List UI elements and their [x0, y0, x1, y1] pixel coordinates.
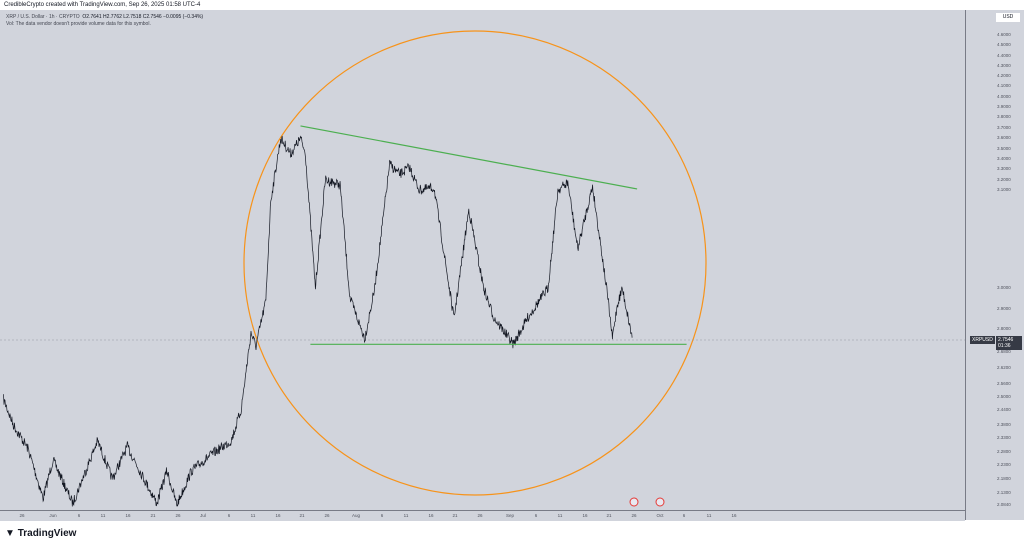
price-tick-label: 4.5000: [997, 42, 1011, 47]
price-tick-label: 2.6800: [997, 349, 1011, 354]
economic-event-flag-icon: [629, 497, 639, 507]
price-chart: [0, 30, 965, 507]
price-tick-label: 2.2800: [997, 449, 1011, 454]
bar-countdown: 01:36: [998, 343, 1011, 349]
price-tick-label: 2.1800: [997, 476, 1011, 481]
time-tick-label: 16: [125, 513, 131, 518]
time-tick-label: Jun: [49, 513, 57, 518]
time-tick-label: Oct: [656, 513, 664, 518]
time-tick-label: 21: [299, 513, 305, 518]
price-tick-label: 4.6000: [997, 32, 1011, 37]
time-tick-label: 16: [582, 513, 588, 518]
change-value: −0.0095 (−0.34%): [163, 14, 204, 20]
price-tick-label: 4.1000: [997, 83, 1011, 88]
circle-drawing: [243, 30, 707, 496]
time-tick-label: 26: [175, 513, 181, 518]
low-value: L2.7518: [123, 14, 142, 20]
time-tick-label: 21: [150, 513, 156, 518]
price-tick-label: 3.2000: [997, 177, 1011, 182]
last-price-tag: 2.7546 01:36: [996, 336, 1022, 350]
price-series-line: [3, 135, 633, 507]
time-tick-label: 6: [380, 513, 384, 518]
price-tick-label: 2.1300: [997, 490, 1011, 495]
price-tick-label: 2.5000: [997, 394, 1011, 399]
price-tick-label: 3.3000: [997, 166, 1011, 171]
time-tick-label: 26: [631, 513, 637, 518]
price-tick-label: 3.0000: [997, 285, 1011, 290]
symbol-legend: XRP / U.S. Dollar · 1h · CRYPTO O2.7641 …: [6, 14, 203, 28]
time-tick-label: 11: [100, 513, 106, 518]
price-tick-label: 3.4000: [997, 156, 1011, 161]
price-tick-label: 4.2000: [997, 73, 1011, 78]
time-tick-label: 26: [19, 513, 25, 518]
price-tick-label: 3.7000: [997, 125, 1011, 130]
time-axis[interactable]: [0, 510, 965, 521]
time-tick-label: 16: [428, 513, 434, 518]
price-tick-label: 3.9000: [997, 104, 1011, 109]
tradingview-logo[interactable]: ▼ TradingView: [5, 528, 77, 539]
time-tick-label: Jul: [200, 513, 206, 518]
price-tick-label: 3.1000: [997, 187, 1011, 192]
time-tick-label: 11: [250, 513, 256, 518]
time-tick-label: 6: [534, 513, 538, 518]
price-tick-label: 4.0000: [997, 94, 1011, 99]
price-tick-label: 3.8000: [997, 114, 1011, 119]
time-tick-label: Sep: [505, 513, 515, 518]
time-tick-label: 21: [452, 513, 458, 518]
symbol-tag: XRPUSD: [970, 336, 995, 344]
price-tick-label: 2.5600: [997, 381, 1011, 386]
price-tick-label: 4.4000: [997, 53, 1011, 58]
time-tick-label: 11: [706, 513, 712, 518]
chart-pane[interactable]: [0, 10, 965, 510]
economic-event-flag-icon: [655, 497, 665, 507]
time-tick-label: 26: [477, 513, 483, 518]
brand-name: TradingView: [17, 528, 77, 539]
time-tick-label: Aug: [351, 513, 361, 518]
volume-note: Vol: The data vendor doesn't provide vol…: [6, 21, 151, 27]
price-tick-label: 2.3300: [997, 435, 1011, 440]
price-tick-label: 2.2300: [997, 462, 1011, 467]
last-price: 2.7546: [998, 337, 1014, 343]
price-tick-label: 2.3800: [997, 422, 1011, 427]
close-value: C2.7546: [142, 14, 162, 20]
price-tick-label: 2.9000: [997, 306, 1011, 311]
time-tick-label: 16: [275, 513, 281, 518]
price-tick-label: 4.3000: [997, 63, 1011, 68]
price-tick-label: 3.5000: [997, 146, 1011, 151]
open-value: O2.7641: [82, 14, 102, 20]
time-tick-label: 6: [227, 513, 231, 518]
time-tick-label: 26: [324, 513, 330, 518]
price-tick-label: 2.6200: [997, 365, 1011, 370]
price-tick-label: 2.0840: [997, 502, 1011, 507]
price-tick-label: 2.4400: [997, 407, 1011, 412]
currency-button[interactable]: USD: [996, 13, 1020, 22]
price-tick-label: 3.6000: [997, 135, 1011, 140]
time-tick-label: 16: [731, 513, 737, 518]
chart-caption: CredibleCrypto created with TradingView.…: [4, 2, 201, 8]
time-tick-label: 21: [606, 513, 612, 518]
price-axis[interactable]: [965, 10, 1024, 520]
trendline: [300, 125, 638, 190]
time-tick-label: 11: [557, 513, 563, 518]
time-tick-label: 6: [77, 513, 81, 518]
time-tick-label: 6: [682, 513, 686, 518]
price-tick-label: 2.8000: [997, 326, 1011, 331]
time-tick-label: 11: [403, 513, 409, 518]
high-value: H2.7762: [103, 14, 122, 20]
symbol-title[interactable]: XRP / U.S. Dollar · 1h · CRYPTO: [6, 14, 80, 20]
